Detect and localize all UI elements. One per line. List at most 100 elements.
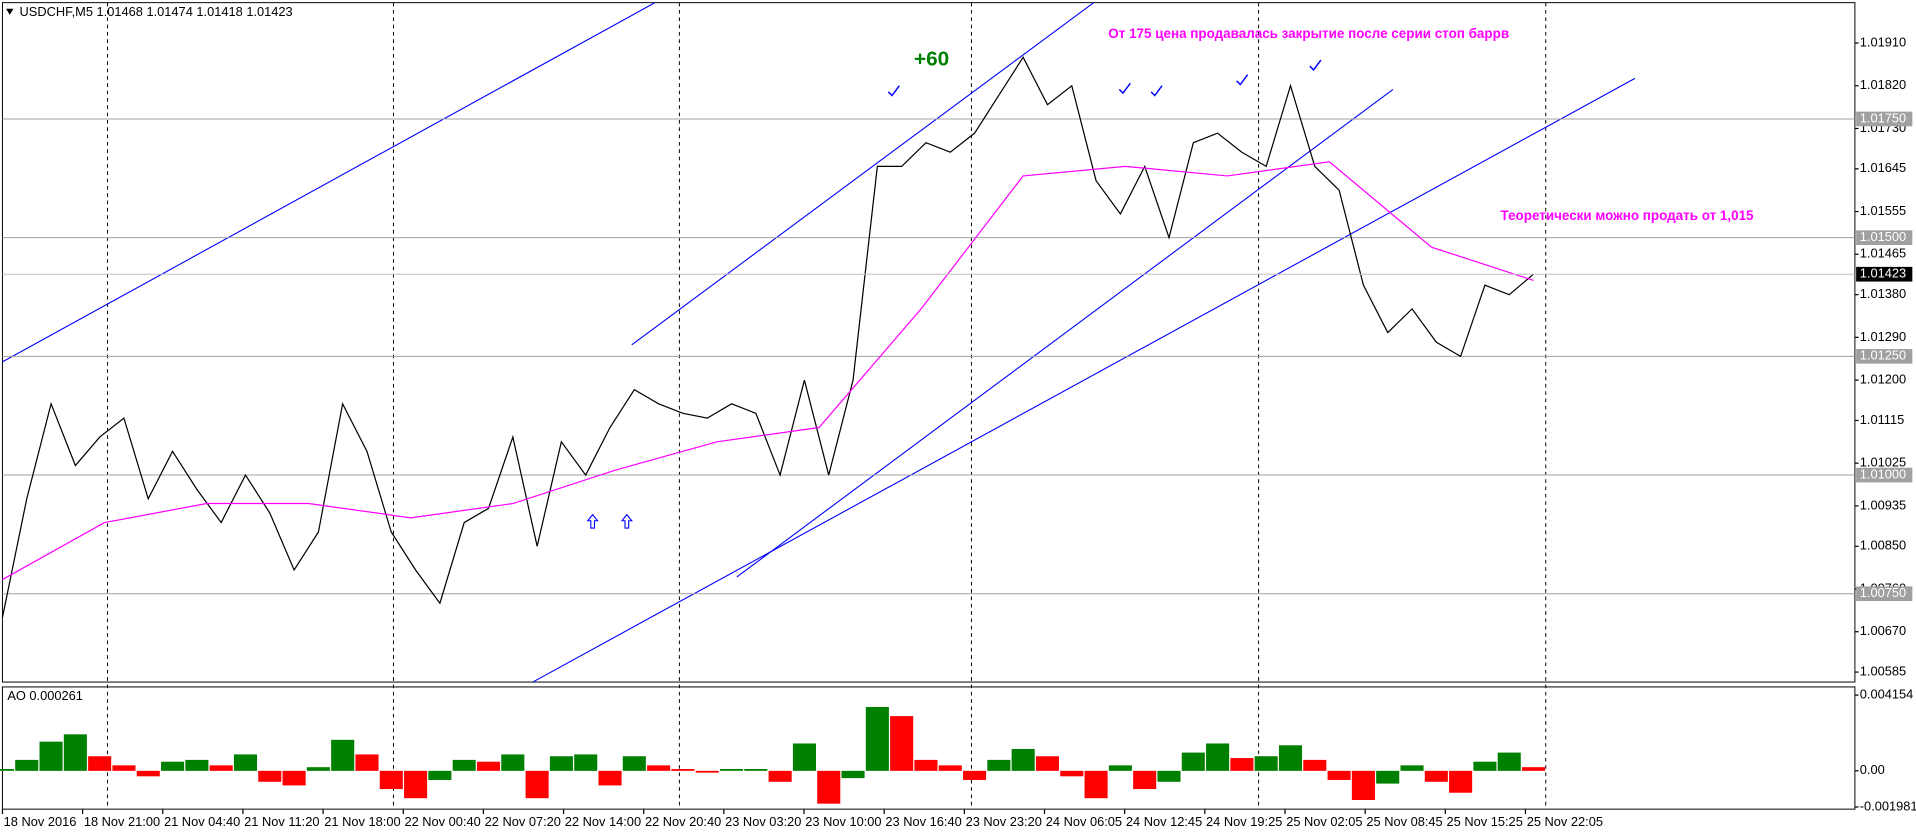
y-tick-label: 1.01380 — [1860, 286, 1906, 301]
trend-line — [532, 77, 1636, 683]
ao-bar — [88, 756, 112, 771]
y-tick-label: 1.01555 — [1860, 203, 1906, 218]
price-line — [1, 56, 1534, 618]
ao-bar — [768, 770, 792, 782]
ao-bar — [525, 770, 549, 799]
chart-title: USDCHF,M5 1.01468 1.01474 1.01418 1.0142… — [20, 4, 293, 19]
level-label: 1.01500 — [1860, 229, 1906, 244]
ao-bar — [15, 759, 39, 771]
profit-label: +60 — [914, 48, 949, 71]
ao-bar — [1084, 770, 1108, 799]
x-tick-label: 22 Nov 07:20 — [485, 814, 561, 829]
y-tick-label: 1.01820 — [1860, 77, 1906, 92]
x-tick-label: 23 Nov 10:00 — [805, 814, 881, 829]
annotation: От 175 цена продавалась закрытие после с… — [1108, 26, 1509, 41]
y-tick-label: 0.004154 — [1860, 686, 1914, 701]
last-price-label: 1.01423 — [1860, 266, 1906, 281]
price-line — [2, 161, 1534, 581]
y-tick-label: 1.00935 — [1860, 497, 1906, 512]
x-tick-label: 24 Nov 12:45 — [1126, 814, 1202, 829]
x-tick-label: 23 Nov 16:40 — [885, 814, 961, 829]
level-label: 1.01750 — [1860, 110, 1906, 125]
ao-bar — [890, 716, 914, 771]
up-arrows — [586, 513, 633, 529]
ao-bar — [671, 769, 695, 771]
x-tick-label: 24 Nov 19:25 — [1206, 814, 1282, 829]
level-box — [1856, 111, 1913, 127]
ao-bar — [1351, 770, 1375, 801]
ao-bar — [549, 756, 573, 771]
x-tick-label: 25 Nov 02:05 — [1286, 814, 1362, 829]
ao-bar — [63, 734, 87, 771]
arrow — [620, 513, 633, 529]
trend-line — [2, 2, 656, 363]
x-tick-label: 22 Nov 20:40 — [645, 814, 721, 829]
ao-bar — [1230, 758, 1254, 771]
y-tick-label: 1.01645 — [1860, 160, 1906, 175]
ao-bar — [841, 770, 865, 779]
ao-bar — [1278, 745, 1303, 771]
ao-bar — [209, 765, 233, 771]
x-tick-label: 23 Nov 03:20 — [725, 814, 801, 829]
ao-bar — [258, 770, 282, 782]
level-box — [1856, 586, 1913, 602]
y-tick-label: 1.00670 — [1860, 623, 1906, 638]
x-tick-label: 21 Nov 18:00 — [324, 814, 400, 829]
check-mark — [887, 85, 900, 97]
ao-bar — [1327, 770, 1351, 780]
ao-bar — [1035, 756, 1060, 771]
y-tick-label: 1.01910 — [1860, 34, 1906, 49]
x-tick-label: 21 Nov 04:40 — [164, 814, 240, 829]
ao-bar — [1011, 748, 1035, 771]
ao-bar — [865, 706, 889, 771]
x-tick-label: 25 Nov 15:25 — [1447, 814, 1523, 829]
menu-triangle — [6, 8, 14, 15]
x-tick-label: 22 Nov 14:00 — [565, 814, 641, 829]
trend-lines — [2, 2, 1636, 683]
ao-bar — [987, 759, 1011, 771]
ao-bar — [1133, 770, 1157, 790]
level-label: 1.00750 — [1860, 585, 1906, 600]
level-label: 1.01000 — [1860, 466, 1906, 481]
ao-bar — [428, 770, 452, 780]
check-mark — [1150, 85, 1163, 97]
ao-bar — [39, 741, 63, 771]
ao-bar — [744, 769, 768, 771]
ao-bar — [1521, 767, 1546, 771]
ao-bar — [161, 761, 185, 771]
x-tick-label: 18 Nov 21:00 — [84, 814, 160, 829]
check-mark — [1118, 82, 1131, 95]
y-tick-label: 1.01290 — [1860, 329, 1906, 344]
y-tick-label: 1.01115 — [1860, 412, 1904, 427]
x-tick-label: 18 Nov 2016 — [4, 814, 77, 829]
annotation: Теоретически можно продать от 1,015 — [1501, 208, 1755, 223]
day-separators — [107, 2, 1547, 810]
ao-bar — [647, 765, 671, 771]
ao-bar — [574, 754, 598, 771]
trend-line — [736, 88, 1394, 578]
ao-bar — [331, 739, 355, 771]
y-tick-label: 0.00 — [1860, 762, 1885, 777]
ao-bar — [622, 756, 646, 771]
check-mark — [1309, 59, 1322, 71]
level-box — [1856, 467, 1913, 483]
ao-bar — [1376, 770, 1400, 784]
ao-title: AO 0.000261 — [7, 688, 83, 703]
ao-bar — [695, 770, 719, 773]
ao-bar — [963, 770, 987, 780]
ao-bar — [1254, 756, 1278, 771]
x-tick-label: 24 Nov 06:05 — [1046, 814, 1122, 829]
level-box — [1856, 349, 1913, 364]
ao-bar — [185, 759, 209, 771]
ao-bar — [1449, 770, 1473, 793]
ao-bar — [719, 769, 744, 771]
ao-bar — [598, 770, 622, 786]
y-tick-label: 1.00850 — [1860, 538, 1906, 553]
ao-bar — [1473, 761, 1497, 771]
ao-bar — [404, 770, 428, 799]
x-tick-label: 25 Nov 08:45 — [1366, 814, 1442, 829]
ao-bar — [1303, 759, 1327, 771]
price-pane — [1, 2, 1856, 683]
